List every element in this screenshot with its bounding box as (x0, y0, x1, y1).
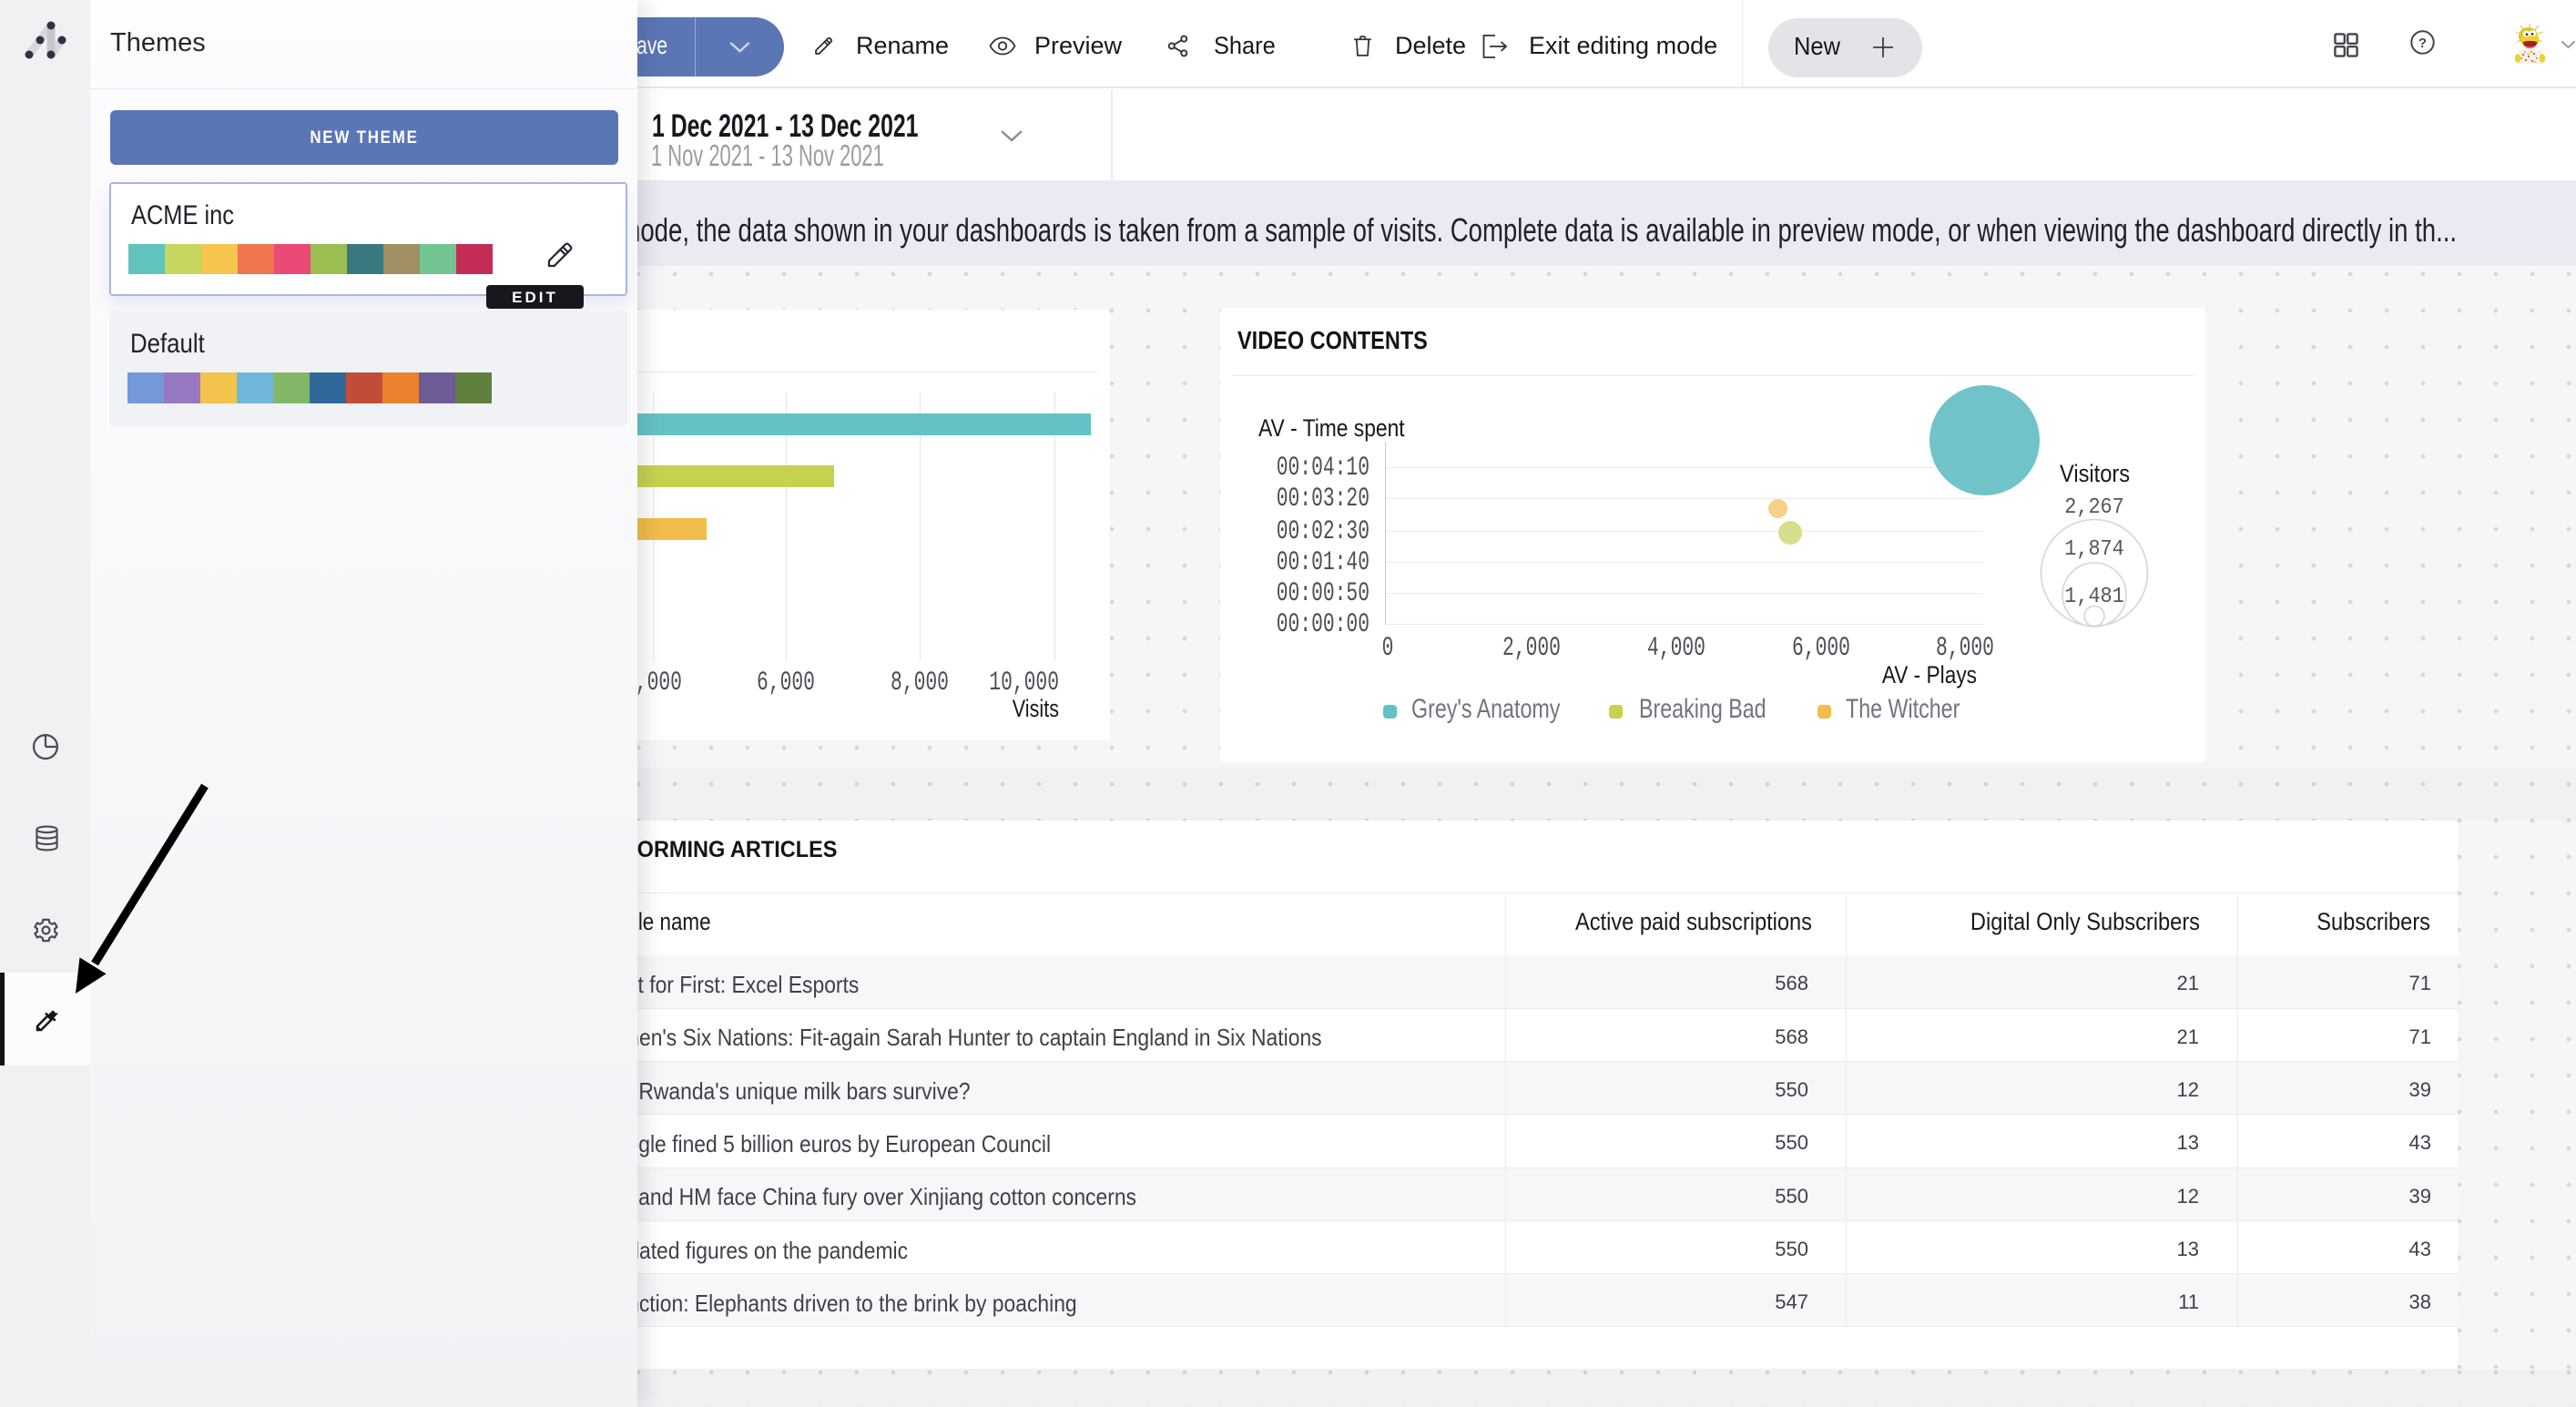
svg-text:?: ? (2418, 36, 2427, 51)
